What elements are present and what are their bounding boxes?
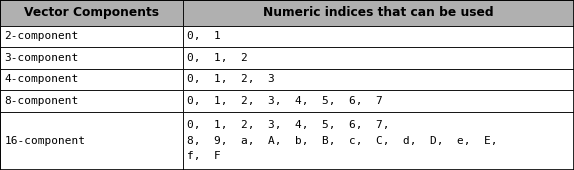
Bar: [0, 90, 183, 112]
Text: 0,  1,  2,  3,  4,  5,  6,  7: 0, 1, 2, 3, 4, 5, 6, 7: [187, 96, 383, 106]
Bar: [183, 26, 574, 47]
Text: 4-component: 4-component: [5, 74, 79, 84]
Text: 0,  1,  2,  3: 0, 1, 2, 3: [187, 74, 275, 84]
Text: Vector Components: Vector Components: [24, 6, 159, 19]
Bar: [183, 0, 574, 26]
Text: 16-component: 16-component: [5, 136, 86, 146]
Bar: [0, 112, 183, 170]
Text: 0,  1,  2,  3,  4,  5,  6,  7,: 0, 1, 2, 3, 4, 5, 6, 7,: [187, 120, 390, 130]
Bar: [0, 47, 183, 69]
Text: 3-component: 3-component: [5, 53, 79, 63]
Text: Numeric indices that can be used: Numeric indices that can be used: [263, 6, 494, 19]
Text: 8,  9,  a,  A,  b,  B,  c,  C,  d,  D,  e,  E,: 8, 9, a, A, b, B, c, C, d, D, e, E,: [187, 136, 498, 146]
Text: f,  F: f, F: [187, 151, 221, 161]
Text: 0,  1,  2: 0, 1, 2: [187, 53, 248, 63]
Text: 8-component: 8-component: [5, 96, 79, 106]
Bar: [0, 26, 183, 47]
Bar: [0, 69, 183, 90]
Text: 0,  1: 0, 1: [187, 31, 221, 41]
Bar: [183, 112, 574, 170]
Bar: [183, 47, 574, 69]
Bar: [0, 0, 183, 26]
Text: 2-component: 2-component: [5, 31, 79, 41]
Bar: [183, 90, 574, 112]
Bar: [183, 69, 574, 90]
